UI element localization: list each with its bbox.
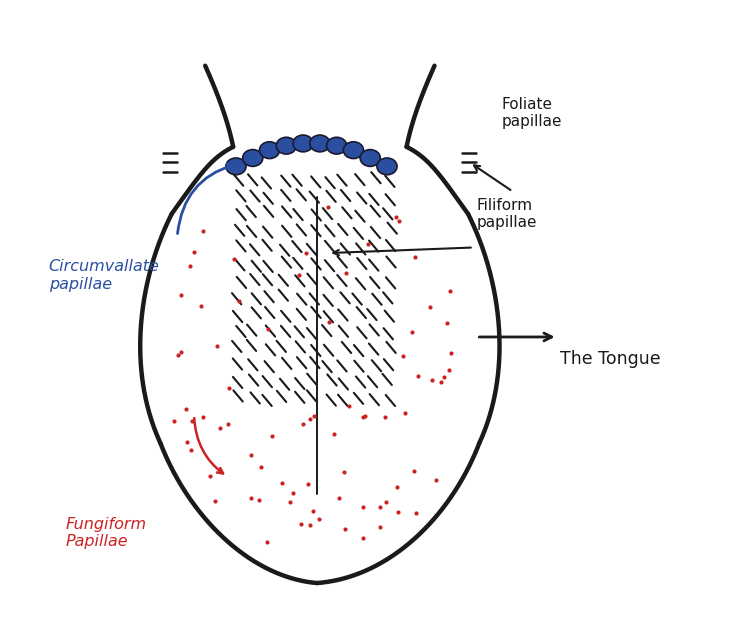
Text: Fungiform
Papillae: Fungiform Papillae xyxy=(66,517,146,549)
Text: Circumvallate
papillae: Circumvallate papillae xyxy=(48,259,160,292)
Ellipse shape xyxy=(343,142,363,159)
Ellipse shape xyxy=(310,135,330,152)
Ellipse shape xyxy=(360,150,380,166)
Ellipse shape xyxy=(293,135,313,152)
Ellipse shape xyxy=(377,158,397,175)
Text: Filiform
papillae: Filiform papillae xyxy=(477,198,537,230)
Text: The Tongue: The Tongue xyxy=(560,350,661,368)
Ellipse shape xyxy=(260,142,280,159)
Ellipse shape xyxy=(327,137,347,154)
Ellipse shape xyxy=(242,150,263,166)
Ellipse shape xyxy=(226,158,246,175)
Ellipse shape xyxy=(276,137,296,154)
Text: Foliate
papillae: Foliate papillae xyxy=(501,97,562,129)
